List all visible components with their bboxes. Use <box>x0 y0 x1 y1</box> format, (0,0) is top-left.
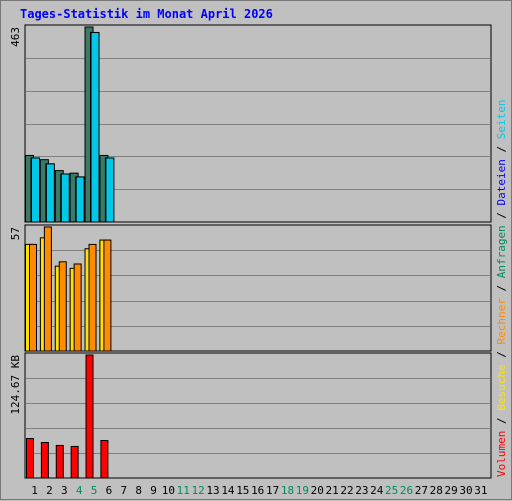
legend-besuche: Besuche <box>495 364 508 410</box>
bar-volumen-day-6 <box>100 440 109 479</box>
legend-separator: / <box>495 205 508 225</box>
legend-separator: / <box>495 345 508 365</box>
x-tick-label-day-20: 20 <box>311 484 324 497</box>
x-tick-label-day-14: 14 <box>221 484 235 497</box>
bar-rechner-day-3 <box>58 261 67 352</box>
x-tick-label-day-25: 25 <box>385 484 398 497</box>
y-axis-label-middle: 57 <box>9 227 22 240</box>
y-axis-label-bottom: 124.67 KB <box>9 355 22 415</box>
legend-separator: / <box>495 278 508 298</box>
legend-seiten: Seiten <box>495 99 508 139</box>
x-tick-label-day-26: 26 <box>400 484 413 497</box>
bar-rechner-day-1 <box>29 243 37 352</box>
x-tick-label-day-18: 18 <box>281 484 294 497</box>
legend-separator: / <box>495 139 508 159</box>
x-tick-label-day-12: 12 <box>192 484 205 497</box>
x-tick-label-day-15: 15 <box>236 484 249 497</box>
chart-title: Tages-Statistik im Monat April 2026 <box>20 7 273 21</box>
x-tick-label-day-9: 9 <box>150 484 157 497</box>
x-tick-label-day-17: 17 <box>266 484 279 497</box>
x-tick-label-day-1: 1 <box>31 484 38 497</box>
bar-volumen-day-1 <box>26 438 34 479</box>
x-tick-label-day-3: 3 <box>61 484 68 497</box>
x-tick-label-day-7: 7 <box>120 484 127 497</box>
panel-bottom-area <box>24 352 492 479</box>
x-tick-label-day-23: 23 <box>355 484 368 497</box>
legend: Volumen / Besuche / Rechner / Anfragen /… <box>495 99 508 477</box>
bar-rechner-day-2 <box>43 226 52 352</box>
x-tick-label-day-10: 10 <box>162 484 175 497</box>
x-tick-label-day-6: 6 <box>106 484 113 497</box>
bar-seiten-day-6 <box>105 157 115 223</box>
bar-volumen-day-3 <box>55 444 64 479</box>
bar-seiten-day-4 <box>75 176 85 223</box>
x-tick-label-day-22: 22 <box>340 484 353 497</box>
bar-volumen-day-4 <box>70 445 79 479</box>
bar-seiten-day-3 <box>60 173 70 223</box>
bar-rechner-day-5 <box>88 243 97 352</box>
x-tick-label-day-21: 21 <box>325 484 338 497</box>
y-axis-label-top: 463 <box>9 27 22 47</box>
x-tick-label-day-16: 16 <box>251 484 264 497</box>
x-tick-label-day-11: 11 <box>177 484 190 497</box>
legend-rechner: Rechner <box>495 298 508 345</box>
bar-seiten-day-2 <box>45 163 55 223</box>
x-tick-label-day-8: 8 <box>135 484 142 497</box>
x-tick-label-day-24: 24 <box>370 484 384 497</box>
x-tick-label-day-4: 4 <box>76 484 83 497</box>
bar-seiten-day-5 <box>90 31 100 223</box>
legend-separator: / <box>495 411 508 431</box>
bar-volumen-day-2 <box>40 441 49 479</box>
x-tick-label-day-19: 19 <box>296 484 309 497</box>
x-tick-label-day-31: 31 <box>474 484 487 497</box>
legend-dateien: Dateien <box>495 159 508 205</box>
bar-rechner-day-4 <box>73 263 82 352</box>
x-tick-label-day-5: 5 <box>91 484 98 497</box>
x-tick-label-day-29: 29 <box>445 484 458 497</box>
x-tick-label-day-27: 27 <box>415 484 428 497</box>
legend-anfragen: Anfragen <box>495 225 508 278</box>
x-tick-label-day-30: 30 <box>459 484 472 497</box>
legend-volumen: Volumen <box>495 431 508 477</box>
bar-rechner-day-6 <box>103 239 112 352</box>
bar-seiten-day-1 <box>31 157 40 223</box>
x-tick-label-day-28: 28 <box>430 484 443 497</box>
x-tick-label-day-2: 2 <box>46 484 53 497</box>
bar-volumen-day-5 <box>85 354 94 479</box>
x-tick-label-day-13: 13 <box>206 484 219 497</box>
